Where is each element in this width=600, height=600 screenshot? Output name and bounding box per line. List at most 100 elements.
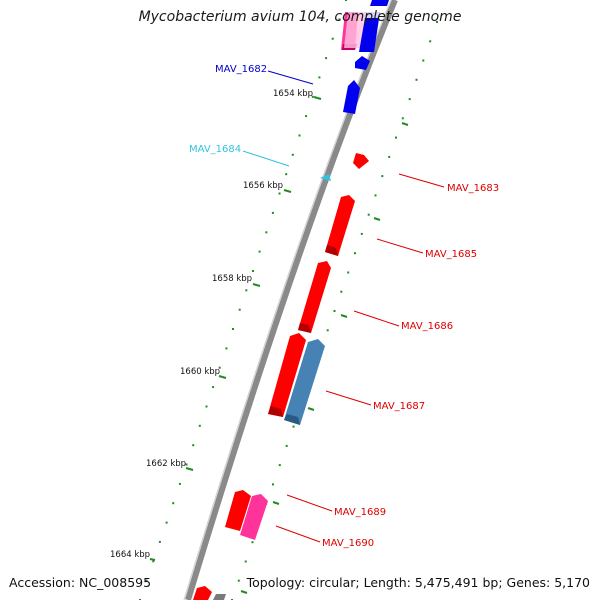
gene-label-mav-1690[interactable]: MAV_1690 xyxy=(322,538,374,549)
track-dot xyxy=(212,386,215,389)
track-dot xyxy=(265,231,268,234)
gene-arrow[interactable] xyxy=(370,0,389,6)
gene-arrow-shade xyxy=(325,245,338,256)
leader-line-mav-1686 xyxy=(353,310,400,327)
track-dot xyxy=(272,483,274,486)
track-dot xyxy=(429,40,432,43)
track-dot xyxy=(298,134,301,137)
topology-label: Topology: circular; Length: 5,475,491 bp… xyxy=(246,575,590,590)
leader-line-mav-1682 xyxy=(267,70,314,85)
genome-backbone xyxy=(185,0,398,600)
track-dot xyxy=(340,290,343,293)
gene-label-mav-1686[interactable]: MAV_1686 xyxy=(401,321,453,332)
map-title: Mycobacterium avium 104, complete genome xyxy=(138,9,462,25)
gene-label-mav-1689[interactable]: MAV_1689 xyxy=(334,507,386,518)
gene-label-mav-1684[interactable]: MAV_1684 xyxy=(189,144,241,155)
gene-arrow[interactable] xyxy=(359,12,380,52)
gene-arrow-mav-1682[interactable] xyxy=(343,80,360,114)
track-dot xyxy=(408,98,411,101)
track-dot xyxy=(333,310,336,312)
gene-arrow-mav-1686[interactable] xyxy=(298,261,331,333)
gene-arrow-shade xyxy=(298,323,311,333)
track-dot xyxy=(381,175,384,178)
accession-label: Accession: NC_008595 xyxy=(9,575,152,590)
tick-label: 1660 kbp xyxy=(180,367,220,377)
tick-label: 1656 kbp xyxy=(243,181,283,191)
leader-line-mav-1683 xyxy=(398,173,445,188)
leader-line-mav-1690 xyxy=(275,525,321,543)
track-dot xyxy=(354,252,356,255)
track-dot xyxy=(258,250,261,253)
gene-arrow[interactable] xyxy=(268,333,306,417)
track-dot xyxy=(285,444,288,447)
tick-dashes xyxy=(240,122,409,594)
track-dot xyxy=(338,18,341,21)
track-dash xyxy=(401,122,409,126)
gene-label-mav-1683[interactable]: MAV_1683 xyxy=(447,183,499,194)
track-dot xyxy=(158,540,161,543)
gene-arrow-mav-1684[interactable] xyxy=(320,174,331,181)
track-dot xyxy=(395,136,397,139)
gene-label-mav-1685[interactable]: MAV_1685 xyxy=(425,249,477,260)
gene-arrow[interactable] xyxy=(193,586,212,600)
leader-line-mav-1685 xyxy=(376,238,424,254)
tick-mark xyxy=(149,558,156,561)
gene-arrow-mav-1687[interactable] xyxy=(284,339,325,425)
gene-arrow[interactable] xyxy=(213,594,226,600)
gene-labels: MAV_1682 MAV_1684 MAV_1683 MAV_1685 MAV_… xyxy=(189,64,499,549)
track-dot xyxy=(347,271,350,274)
track-dot xyxy=(238,308,241,311)
gene-label-mav-1682[interactable]: MAV_1682 xyxy=(215,64,267,75)
leader-lines xyxy=(242,70,445,543)
tick-label: 1654 kbp xyxy=(273,89,313,99)
track-dot xyxy=(388,155,391,158)
track-dot xyxy=(245,289,248,292)
track-dot xyxy=(325,57,328,60)
gene-arrow-mav-1683[interactable] xyxy=(353,153,369,169)
gene-label-mav-1687[interactable]: MAV_1687 xyxy=(373,401,425,412)
track-dot xyxy=(326,329,329,332)
tick-labels: 1654 kbp 1656 kbp 1658 kbp 1660 kbp 1662… xyxy=(110,89,322,561)
tick-mark xyxy=(185,467,194,471)
track-dash xyxy=(340,314,348,318)
track-dot xyxy=(422,59,425,62)
track-dot xyxy=(345,0,347,1)
track-dot xyxy=(145,579,148,582)
tick-mark xyxy=(218,375,227,379)
gene-arrow[interactable] xyxy=(344,12,366,48)
track-dot xyxy=(172,502,175,505)
track-dot xyxy=(218,366,221,369)
leader-line-mav-1689 xyxy=(286,494,333,512)
track-dot xyxy=(152,560,155,563)
track-dot xyxy=(237,579,240,582)
tick-label: 1664 kbp xyxy=(110,550,150,560)
track-dash xyxy=(240,590,248,594)
track-dash xyxy=(373,217,381,221)
track-dot xyxy=(318,76,321,79)
gene-arrow-shade xyxy=(284,414,300,425)
gene-arrow[interactable] xyxy=(364,12,380,18)
tick-mark xyxy=(283,189,292,193)
track-dot xyxy=(415,78,418,81)
track-dot xyxy=(374,194,377,197)
gene-arrow-mav-1685[interactable] xyxy=(325,195,355,256)
track-dot xyxy=(291,153,294,156)
track-dot xyxy=(198,424,201,427)
track-dot xyxy=(292,425,295,428)
track-dash xyxy=(272,501,280,505)
track-dot xyxy=(244,560,247,563)
gene-arrow-shade xyxy=(268,406,283,417)
track-dot xyxy=(311,95,314,98)
track-dot xyxy=(252,270,254,272)
track-dot xyxy=(436,21,438,23)
track-dot xyxy=(278,464,281,467)
track-dot xyxy=(360,232,363,235)
gene-arrow-mav-1690[interactable] xyxy=(240,494,268,540)
track-dot xyxy=(285,173,288,176)
gene-arrow[interactable] xyxy=(355,56,370,70)
track-dash xyxy=(307,407,315,411)
gene-arrow[interactable] xyxy=(225,490,251,531)
tick-label: 1658 kbp xyxy=(212,274,252,284)
track-dot xyxy=(278,192,281,195)
